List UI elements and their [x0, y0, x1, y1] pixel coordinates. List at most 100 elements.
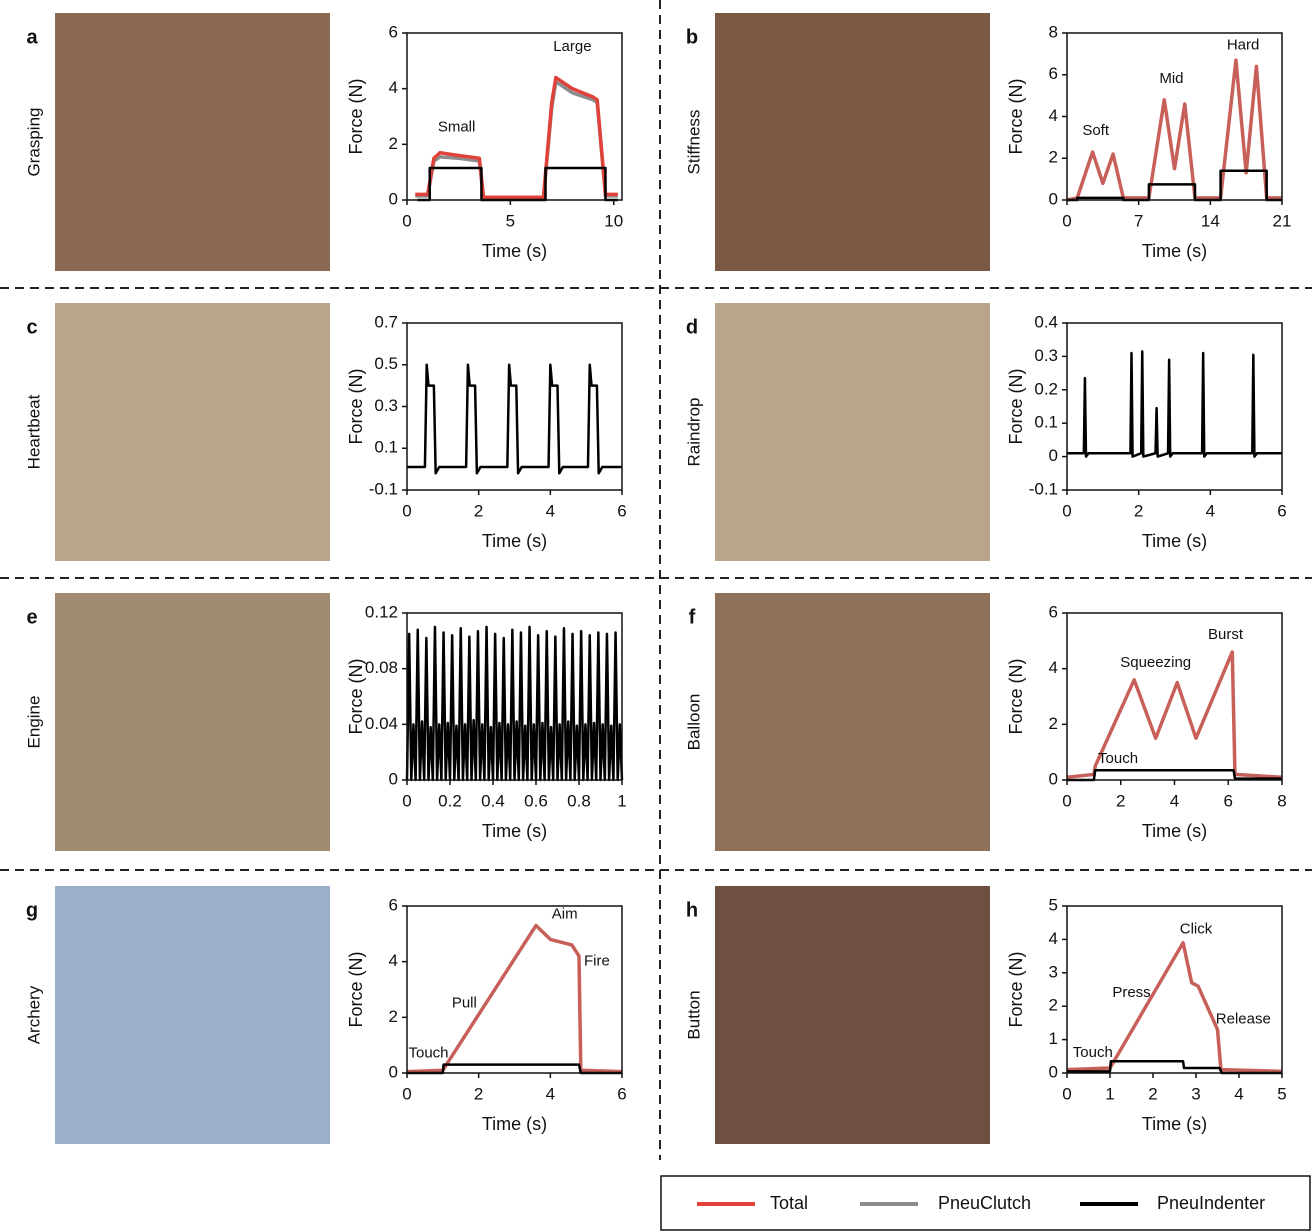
series-line: [417, 168, 618, 200]
y-tick-label: 3: [1049, 962, 1058, 981]
annotation: Touch: [1073, 1044, 1113, 1061]
series-line: [415, 82, 618, 199]
x-tick-label: 3: [1191, 1084, 1200, 1103]
y-tick-label: 6: [389, 895, 398, 914]
y-tick-label: 4: [1049, 106, 1058, 125]
photo: [55, 886, 330, 1144]
plot-frame: [1067, 323, 1282, 490]
photo: [55, 303, 330, 561]
x-tick-label: 14: [1201, 211, 1220, 230]
y-axis-label: Force (N): [346, 79, 366, 155]
x-tick-label: 4: [1234, 1084, 1243, 1103]
photo: [715, 13, 990, 271]
y-tick-label: 0: [1049, 189, 1058, 208]
x-tick-label: 0: [1062, 1084, 1071, 1103]
y-tick-label: 6: [1049, 602, 1058, 621]
y-tick-label: 0.7: [374, 312, 398, 331]
x-axis-label: Time (s): [482, 1114, 547, 1134]
photo: [55, 593, 330, 851]
y-tick-label: 0.04: [365, 714, 398, 733]
x-tick-label: 6: [617, 1084, 626, 1103]
y-tick-label: 4: [389, 78, 398, 97]
x-tick-label: 4: [546, 1084, 555, 1103]
y-tick-label: 0: [1049, 1062, 1058, 1081]
y-axis-label: Force (N): [1006, 659, 1026, 735]
annotation: Click: [1180, 920, 1213, 937]
x-tick-label: 2: [474, 501, 483, 520]
x-tick-label: 2: [1116, 791, 1125, 810]
y-tick-label: 0.3: [374, 396, 398, 415]
x-tick-label: 4: [1206, 501, 1215, 520]
panel-letter: e: [26, 606, 37, 628]
x-tick-label: 5: [1277, 1084, 1286, 1103]
x-tick-label: 7: [1134, 211, 1143, 230]
x-tick-label: 0.8: [567, 791, 591, 810]
annotation: Soft: [1082, 122, 1110, 139]
y-tick-label: 0.4: [1034, 312, 1058, 331]
series-line: [415, 78, 618, 198]
x-tick-label: 21: [1273, 211, 1292, 230]
y-tick-label: 4: [1049, 658, 1058, 677]
y-tick-label: 0: [389, 189, 398, 208]
photo: [55, 13, 330, 271]
series-line: [1067, 351, 1282, 456]
y-tick-label: 4: [1049, 929, 1058, 948]
y-tick-label: -0.1: [369, 479, 398, 498]
x-tick-label: 4: [546, 501, 555, 520]
y-tick-label: 1: [1049, 1029, 1058, 1048]
x-tick-label: 0: [402, 211, 411, 230]
x-tick-label: 2: [1148, 1084, 1157, 1103]
annotation: Aim: [552, 905, 578, 922]
y-tick-label: 2: [389, 134, 398, 153]
y-tick-label: 2: [1049, 148, 1058, 167]
panel-letter: f: [689, 606, 696, 628]
panel-letter: b: [686, 26, 698, 48]
annotation: Mid: [1159, 70, 1183, 87]
x-axis-label: Time (s): [482, 531, 547, 551]
x-axis-label: Time (s): [1142, 821, 1207, 841]
panel-label: Raindrop: [684, 398, 703, 467]
annotation: Hard: [1227, 36, 1260, 53]
y-tick-label: 4: [389, 951, 398, 970]
y-tick-label: 0: [389, 769, 398, 788]
x-tick-label: 0: [1062, 211, 1071, 230]
x-tick-label: 0: [1062, 501, 1071, 520]
y-axis-label: Force (N): [346, 952, 366, 1028]
y-tick-label: 0: [1049, 446, 1058, 465]
x-tick-label: 0: [402, 1084, 411, 1103]
photo: [715, 593, 990, 851]
x-axis-label: Time (s): [1142, 1114, 1207, 1134]
x-tick-label: 0.2: [438, 791, 462, 810]
panel-letter: a: [26, 26, 38, 48]
panel-label: Stiffness: [684, 110, 703, 175]
y-tick-label: -0.1: [1029, 479, 1058, 498]
panel-label: Button: [684, 990, 703, 1039]
panel-letter: d: [686, 316, 698, 338]
photo: [715, 886, 990, 1144]
y-tick-label: 0: [1049, 769, 1058, 788]
series-line: [407, 365, 622, 474]
y-tick-label: 2: [389, 1007, 398, 1026]
x-tick-label: 5: [506, 211, 515, 230]
y-tick-label: 0.3: [1034, 346, 1058, 365]
y-axis-label: Force (N): [1006, 369, 1026, 445]
y-axis-label: Force (N): [346, 369, 366, 445]
photo: [715, 303, 990, 561]
annotation: Fire: [584, 953, 610, 970]
annotation: Squeezing: [1120, 654, 1191, 671]
annotation: Release: [1216, 1011, 1271, 1028]
y-tick-label: 0.2: [1034, 379, 1058, 398]
series-line: [407, 627, 622, 780]
x-tick-label: 0.6: [524, 791, 548, 810]
plot-frame: [407, 33, 622, 200]
y-axis-label: Force (N): [1006, 79, 1026, 155]
page: {"chart_data": [ {"type": "line", "panel…: [0, 0, 1312, 1231]
x-tick-label: 2: [474, 1084, 483, 1103]
x-tick-label: 10: [604, 211, 623, 230]
panel-label: Balloon: [684, 694, 703, 751]
x-axis-label: Time (s): [482, 241, 547, 261]
x-tick-label: 4: [1170, 791, 1179, 810]
annotation: Pull: [452, 994, 477, 1011]
y-tick-label: 6: [389, 22, 398, 41]
panel-letter: c: [26, 316, 37, 338]
